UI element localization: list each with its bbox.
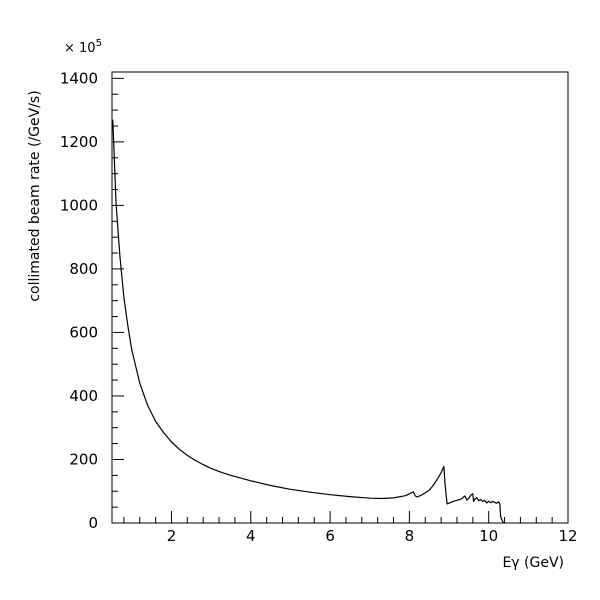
y-tick-label: 1400 xyxy=(60,69,98,87)
x-axis-ticks xyxy=(123,511,569,523)
beam-rate-line xyxy=(112,119,505,524)
x-tick-label: 10 xyxy=(479,527,498,545)
y-tick-label: 1200 xyxy=(60,133,98,151)
y-tick-label: 600 xyxy=(69,323,98,341)
y-multiplier-base: × 10 xyxy=(64,41,96,56)
y-tick-label: 800 xyxy=(69,260,98,278)
x-tick-label: 2 xyxy=(167,527,177,545)
x-tick-label: 8 xyxy=(405,527,415,545)
y-tick-label: 200 xyxy=(69,450,98,468)
plot-frame xyxy=(111,71,569,524)
y-multiplier-exponent: 5 xyxy=(96,38,102,49)
x-tick-label: 12 xyxy=(558,527,577,545)
x-axis-label: Eγ (GeV) xyxy=(502,555,564,571)
y-tick-label: 0 xyxy=(88,514,98,532)
x-axis-tick-labels: 2 4 6 8 10 12 xyxy=(167,527,578,545)
y-axis-label: collimated beam rate (/GeV/s) xyxy=(27,90,43,301)
y-tick-label: 1000 xyxy=(60,196,98,214)
x-tick-label: 4 xyxy=(246,527,256,545)
y-axis-tick-labels: 0 200 400 600 800 1000 1200 1400 xyxy=(60,69,98,532)
x-tick-label: 6 xyxy=(325,527,335,545)
y-tick-label: 400 xyxy=(69,387,98,405)
y-axis-multiplier: × 105 xyxy=(64,38,102,56)
